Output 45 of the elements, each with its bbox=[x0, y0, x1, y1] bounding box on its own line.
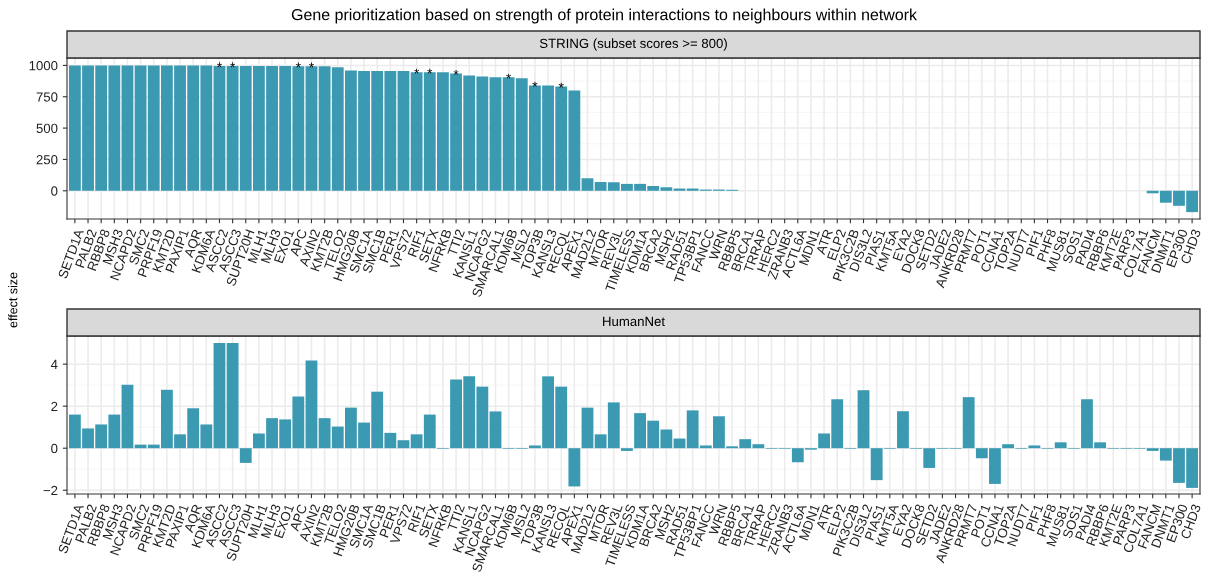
bar bbox=[213, 342, 226, 449]
bar bbox=[962, 397, 975, 449]
y-tick-label: 0 bbox=[51, 186, 58, 196]
bar bbox=[581, 178, 594, 191]
bar bbox=[857, 390, 870, 449]
bar bbox=[489, 77, 502, 191]
annotation: * bbox=[506, 73, 512, 79]
annotation: * bbox=[532, 81, 538, 87]
chart-subtitle: STRING (subset scores >= 800) bbox=[539, 38, 727, 51]
bar bbox=[305, 360, 318, 449]
bar bbox=[897, 411, 909, 449]
annotation: * bbox=[216, 62, 222, 68]
y-tick-label: 500 bbox=[36, 123, 58, 133]
bar bbox=[226, 342, 239, 449]
y-tick-label: 2 bbox=[51, 401, 58, 411]
annotation: * bbox=[295, 62, 301, 68]
y-tick-label: −2 bbox=[43, 485, 58, 495]
y-axis-title: effect size bbox=[8, 272, 18, 328]
chart-title: Gene prioritization based on strength of protein interactions to neighbours within network bbox=[291, 8, 918, 24]
y-tick-label: 1000 bbox=[29, 60, 58, 71]
bar bbox=[489, 411, 502, 449]
bar bbox=[1002, 444, 1015, 449]
bar bbox=[121, 384, 134, 449]
bar bbox=[397, 71, 410, 191]
bar bbox=[581, 407, 594, 449]
annotation: * bbox=[309, 62, 314, 68]
bar bbox=[239, 448, 252, 463]
y-tick-label: 4 bbox=[50, 359, 58, 369]
annotation: * bbox=[427, 68, 433, 74]
bar bbox=[397, 440, 410, 449]
annotation: * bbox=[230, 62, 236, 68]
bar bbox=[1054, 442, 1067, 449]
bar bbox=[1028, 445, 1041, 449]
bar bbox=[121, 65, 134, 191]
bar bbox=[621, 448, 633, 451]
annotation: * bbox=[453, 69, 459, 75]
chart-subtitle: HumanNet bbox=[603, 316, 665, 327]
annotation: * bbox=[558, 82, 564, 88]
bar bbox=[213, 66, 226, 191]
y-tick-label: 750 bbox=[36, 92, 58, 102]
annotation: * bbox=[414, 68, 420, 74]
y-tick-label: 250 bbox=[36, 155, 58, 165]
bar bbox=[305, 66, 318, 191]
y-tick-label: 0 bbox=[51, 443, 58, 454]
bar bbox=[568, 448, 581, 487]
